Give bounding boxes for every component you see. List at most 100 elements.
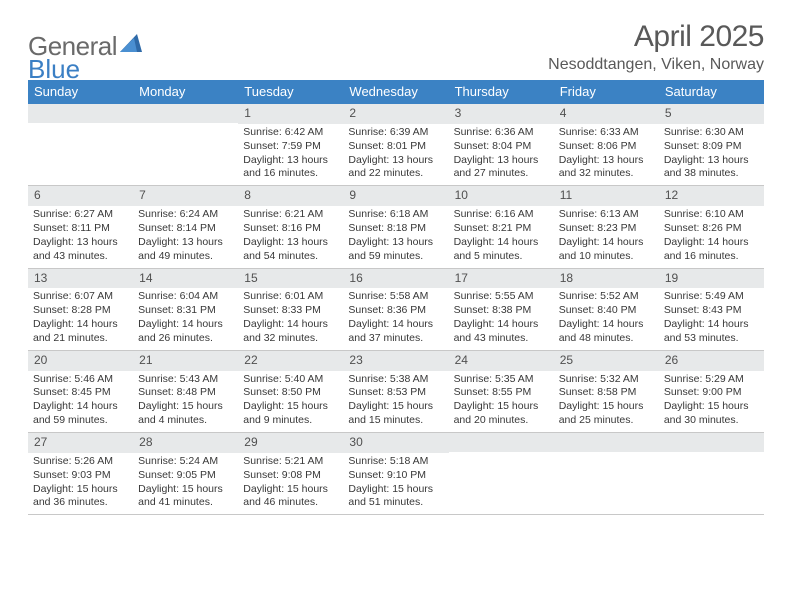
day-number: 14	[133, 269, 238, 289]
sunset-text: Sunset: 8:18 PM	[348, 222, 444, 236]
sunset-text: Sunset: 8:40 PM	[559, 304, 655, 318]
week-row: 20Sunrise: 5:46 AMSunset: 8:45 PMDayligh…	[28, 351, 764, 433]
sunset-text: Sunset: 8:58 PM	[559, 386, 655, 400]
sunset-text: Sunset: 8:01 PM	[348, 140, 444, 154]
day-body: Sunrise: 6:42 AMSunset: 7:59 PMDaylight:…	[238, 124, 343, 185]
day-cell: 2Sunrise: 6:39 AMSunset: 8:01 PMDaylight…	[343, 104, 448, 185]
sunset-text: Sunset: 8:23 PM	[559, 222, 655, 236]
day-body: Sunrise: 5:58 AMSunset: 8:36 PMDaylight:…	[343, 288, 448, 349]
logo-triangle-icon	[120, 28, 142, 59]
day-cell-empty	[659, 433, 764, 514]
day-cell: 1Sunrise: 6:42 AMSunset: 7:59 PMDaylight…	[238, 104, 343, 185]
day-body: Sunrise: 6:30 AMSunset: 8:09 PMDaylight:…	[659, 124, 764, 185]
day-body: Sunrise: 6:01 AMSunset: 8:33 PMDaylight:…	[238, 288, 343, 349]
sunrise-text: Sunrise: 6:30 AM	[664, 126, 760, 140]
day-cell: 22Sunrise: 5:40 AMSunset: 8:50 PMDayligh…	[238, 351, 343, 432]
daylight-text: Daylight: 13 hours and 59 minutes.	[348, 236, 444, 264]
daylight-text: Daylight: 15 hours and 4 minutes.	[138, 400, 234, 428]
sunset-text: Sunset: 7:59 PM	[243, 140, 339, 154]
weekday-label: Wednesday	[343, 80, 448, 104]
day-cell: 25Sunrise: 5:32 AMSunset: 8:58 PMDayligh…	[554, 351, 659, 432]
day-body: Sunrise: 6:04 AMSunset: 8:31 PMDaylight:…	[133, 288, 238, 349]
sunset-text: Sunset: 8:36 PM	[348, 304, 444, 318]
week-row: 27Sunrise: 5:26 AMSunset: 9:03 PMDayligh…	[28, 433, 764, 515]
day-number: 27	[28, 433, 133, 453]
daylight-text: Daylight: 15 hours and 15 minutes.	[348, 400, 444, 428]
day-number: 5	[659, 104, 764, 124]
day-cell: 16Sunrise: 5:58 AMSunset: 8:36 PMDayligh…	[343, 269, 448, 350]
day-number: 17	[449, 269, 554, 289]
day-body: Sunrise: 6:10 AMSunset: 8:26 PMDaylight:…	[659, 206, 764, 267]
day-body: Sunrise: 5:24 AMSunset: 9:05 PMDaylight:…	[133, 453, 238, 514]
day-number: 30	[343, 433, 448, 453]
day-body: Sunrise: 5:26 AMSunset: 9:03 PMDaylight:…	[28, 453, 133, 514]
day-cell: 10Sunrise: 6:16 AMSunset: 8:21 PMDayligh…	[449, 186, 554, 267]
sunset-text: Sunset: 9:10 PM	[348, 469, 444, 483]
sunset-text: Sunset: 8:28 PM	[33, 304, 129, 318]
day-cell-empty	[133, 104, 238, 185]
week-row: 1Sunrise: 6:42 AMSunset: 7:59 PMDaylight…	[28, 104, 764, 186]
sunset-text: Sunset: 8:06 PM	[559, 140, 655, 154]
day-body: Sunrise: 5:52 AMSunset: 8:40 PMDaylight:…	[554, 288, 659, 349]
day-cell: 21Sunrise: 5:43 AMSunset: 8:48 PMDayligh…	[133, 351, 238, 432]
day-body: Sunrise: 5:40 AMSunset: 8:50 PMDaylight:…	[238, 371, 343, 432]
day-number: 18	[554, 269, 659, 289]
weekday-header-row: SundayMondayTuesdayWednesdayThursdayFrid…	[28, 80, 764, 104]
calendar-grid: SundayMondayTuesdayWednesdayThursdayFrid…	[28, 80, 764, 515]
daylight-text: Daylight: 13 hours and 43 minutes.	[33, 236, 129, 264]
day-cell: 6Sunrise: 6:27 AMSunset: 8:11 PMDaylight…	[28, 186, 133, 267]
day-number: 26	[659, 351, 764, 371]
day-cell: 7Sunrise: 6:24 AMSunset: 8:14 PMDaylight…	[133, 186, 238, 267]
sunset-text: Sunset: 8:43 PM	[664, 304, 760, 318]
daylight-text: Daylight: 15 hours and 9 minutes.	[243, 400, 339, 428]
sunset-text: Sunset: 9:03 PM	[33, 469, 129, 483]
day-body: Sunrise: 5:29 AMSunset: 9:00 PMDaylight:…	[659, 371, 764, 432]
sunrise-text: Sunrise: 5:40 AM	[243, 373, 339, 387]
day-body: Sunrise: 6:16 AMSunset: 8:21 PMDaylight:…	[449, 206, 554, 267]
sunrise-text: Sunrise: 6:42 AM	[243, 126, 339, 140]
sunrise-text: Sunrise: 5:29 AM	[664, 373, 760, 387]
day-number: 1	[238, 104, 343, 124]
daylight-text: Daylight: 14 hours and 59 minutes.	[33, 400, 129, 428]
day-body: Sunrise: 5:35 AMSunset: 8:55 PMDaylight:…	[449, 371, 554, 432]
daylight-text: Daylight: 15 hours and 46 minutes.	[243, 483, 339, 511]
sunset-text: Sunset: 9:08 PM	[243, 469, 339, 483]
day-body: Sunrise: 5:49 AMSunset: 8:43 PMDaylight:…	[659, 288, 764, 349]
day-body: Sunrise: 6:18 AMSunset: 8:18 PMDaylight:…	[343, 206, 448, 267]
sunset-text: Sunset: 8:53 PM	[348, 386, 444, 400]
daylight-text: Daylight: 14 hours and 10 minutes.	[559, 236, 655, 264]
calendar-page: General April 2025 Nesoddtangen, Viken, …	[0, 0, 792, 515]
daylight-text: Daylight: 14 hours and 21 minutes.	[33, 318, 129, 346]
daylight-text: Daylight: 13 hours and 49 minutes.	[138, 236, 234, 264]
day-number: 10	[449, 186, 554, 206]
day-number: 15	[238, 269, 343, 289]
sunset-text: Sunset: 8:33 PM	[243, 304, 339, 318]
day-cell-empty	[449, 433, 554, 514]
day-number: 24	[449, 351, 554, 371]
location-text: Nesoddtangen, Viken, Norway	[548, 56, 764, 74]
daylight-text: Daylight: 15 hours and 41 minutes.	[138, 483, 234, 511]
daylight-text: Daylight: 13 hours and 32 minutes.	[559, 154, 655, 182]
sunrise-text: Sunrise: 6:36 AM	[454, 126, 550, 140]
day-number: 20	[28, 351, 133, 371]
sunrise-text: Sunrise: 6:04 AM	[138, 290, 234, 304]
sunrise-text: Sunrise: 5:35 AM	[454, 373, 550, 387]
sunrise-text: Sunrise: 6:07 AM	[33, 290, 129, 304]
sunrise-text: Sunrise: 6:24 AM	[138, 208, 234, 222]
day-number: 22	[238, 351, 343, 371]
weekday-label: Thursday	[449, 80, 554, 104]
sunset-text: Sunset: 8:31 PM	[138, 304, 234, 318]
logo-text-blue: Blue	[28, 54, 80, 85]
sunset-text: Sunset: 8:26 PM	[664, 222, 760, 236]
weekday-label: Saturday	[659, 80, 764, 104]
day-cell: 3Sunrise: 6:36 AMSunset: 8:04 PMDaylight…	[449, 104, 554, 185]
day-cell: 4Sunrise: 6:33 AMSunset: 8:06 PMDaylight…	[554, 104, 659, 185]
daylight-text: Daylight: 15 hours and 36 minutes.	[33, 483, 129, 511]
day-body: Sunrise: 5:43 AMSunset: 8:48 PMDaylight:…	[133, 371, 238, 432]
day-cell: 17Sunrise: 5:55 AMSunset: 8:38 PMDayligh…	[449, 269, 554, 350]
sunrise-text: Sunrise: 6:13 AM	[559, 208, 655, 222]
sunrise-text: Sunrise: 6:33 AM	[559, 126, 655, 140]
day-number: 6	[28, 186, 133, 206]
page-header: General April 2025 Nesoddtangen, Viken, …	[28, 20, 764, 74]
day-cell: 5Sunrise: 6:30 AMSunset: 8:09 PMDaylight…	[659, 104, 764, 185]
